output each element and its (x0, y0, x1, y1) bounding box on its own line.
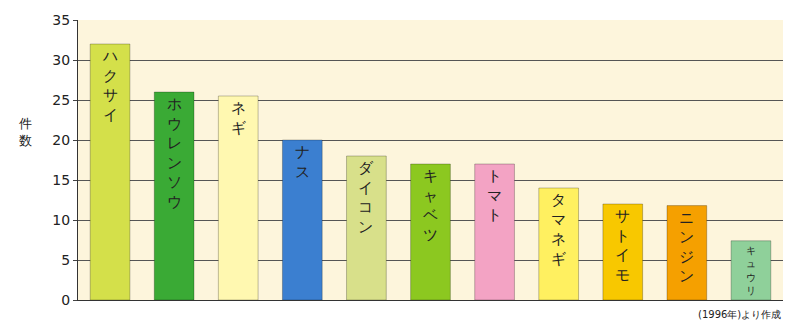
svg-text:キャベツ: キャベツ (423, 167, 438, 244)
svg-text:5: 5 (61, 252, 70, 268)
svg-text:ネギ: ネギ (231, 99, 246, 137)
svg-text:35: 35 (52, 12, 70, 28)
svg-text:トマト: トマト (487, 167, 502, 224)
svg-text:件数: 件数 (19, 116, 32, 148)
svg-text:ハクサイ: ハクサイ (102, 47, 118, 124)
svg-text:タマネギ: タマネギ (551, 191, 566, 268)
svg-text:25: 25 (52, 92, 70, 108)
svg-text:サトイモ: サトイモ (615, 207, 630, 284)
svg-text:キュウリ: キュウリ (746, 244, 756, 297)
svg-text:15: 15 (52, 172, 70, 188)
svg-text:10: 10 (52, 212, 70, 228)
svg-text:(1996年)より作成: (1996年)より作成 (698, 309, 781, 320)
svg-text:ホウレンソウ: ホウレンソウ (167, 95, 182, 211)
svg-text:30: 30 (52, 52, 70, 68)
svg-text:ダイコン: ダイコン (358, 159, 374, 236)
svg-text:ナス: ナス (295, 143, 310, 181)
svg-text:0: 0 (61, 292, 70, 308)
svg-text:ニンジン: ニンジン (679, 209, 694, 286)
svg-text:20: 20 (52, 132, 70, 148)
